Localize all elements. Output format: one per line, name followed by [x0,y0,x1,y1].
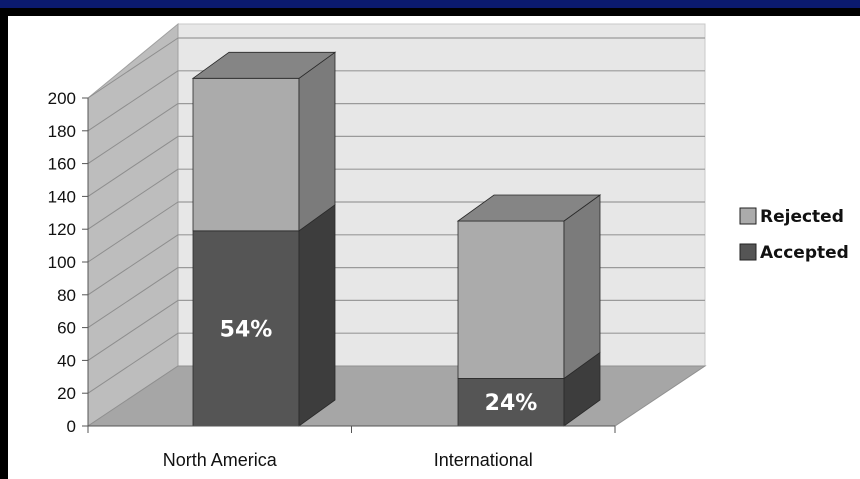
chart-walls [86,22,707,427]
stacked-3d-bar-chart: 0 20 40 60 80 100 120 140 160 180 200 54% 24% North… [48,22,849,470]
floor [86,365,707,427]
legend-item-accepted: Accepted [739,243,849,263]
bar-top-face [191,51,337,79]
x-axis: North America International [87,425,616,470]
y-tick-label: 180 [48,122,76,141]
bar-front-face [457,220,565,379]
chart-panel: 0 20 40 60 80 100 120 140 160 180 200 54% 24% North… [8,16,860,479]
y-tick-label: 80 [57,286,76,305]
bar-segment-rejected [191,51,337,232]
bar-front-face [457,378,565,427]
side-gridline [87,267,179,329]
side-gridline [87,201,179,263]
legend-swatch [739,207,757,225]
y-tick-label: 0 [67,417,76,436]
legend-label: Rejected [760,207,844,227]
bar-segment-accepted [192,204,336,427]
side-gridline [87,332,179,394]
side-gridline [87,168,179,230]
bar-front-face [192,77,300,232]
legend-swatch [739,243,757,261]
y-tick-label: 100 [48,253,76,272]
y-tick-label: 20 [57,384,76,403]
y-tick-label: 200 [48,89,76,108]
y-axis: 0 20 40 60 80 100 120 140 160 180 200 [48,89,89,436]
legend: Rejected Accepted [739,207,849,263]
bar-segment-accepted [457,351,601,427]
bar-side-face [298,51,336,232]
bar-side-face [563,194,601,380]
x-category-label: International [434,450,533,470]
side-gridline [87,37,179,99]
side-gridline [87,70,179,132]
data-label: 54% [220,317,273,342]
bar-side-face [298,204,336,427]
y-tick-label: 40 [57,351,76,370]
data-label: 24% [485,391,538,416]
side-gridline [87,299,179,361]
legend-item-rejected: Rejected [739,207,844,227]
bar-segment-rejected [456,194,602,380]
side-gridline [87,103,179,165]
side-gridline [87,135,179,197]
side-wall [87,22,179,427]
y-tick-label: 140 [48,187,76,206]
x-category-label: North America [163,450,278,470]
y-tick-label: 120 [48,220,76,239]
y-tick-label: 60 [57,319,76,338]
legend-label: Accepted [760,243,849,263]
bars: 54% 24% [191,51,602,427]
bar-top-face [456,194,602,222]
y-tick-label: 160 [48,155,76,174]
side-gridline [87,234,179,296]
